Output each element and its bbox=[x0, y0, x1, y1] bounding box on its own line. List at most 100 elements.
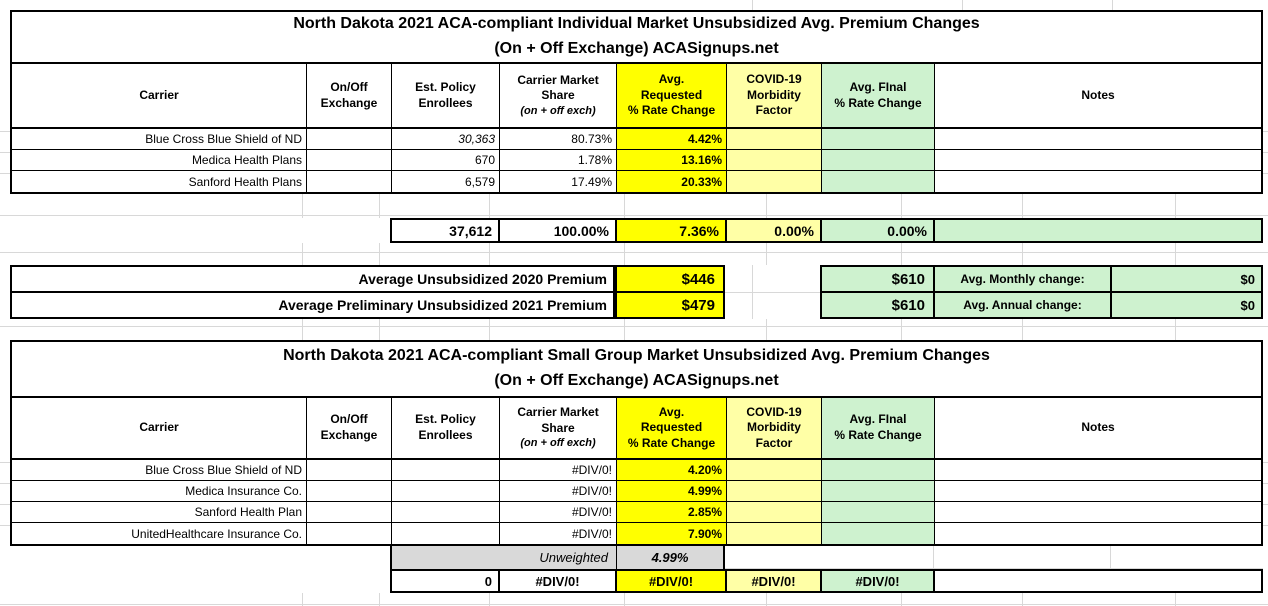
cell-enrollees[interactable] bbox=[392, 481, 500, 501]
cell-onoff-exchange[interactable] bbox=[307, 502, 392, 522]
cell-onoff-exchange[interactable] bbox=[307, 460, 392, 480]
cell-carrier-name[interactable]: Medica Insurance Co. bbox=[12, 481, 307, 501]
cell-enrollees[interactable] bbox=[392, 460, 500, 480]
cell-enrollees[interactable]: 6,579 bbox=[392, 171, 500, 192]
header-avg-final[interactable]: Avg. FInal % Rate Change bbox=[822, 398, 935, 458]
cell-avg-requested[interactable]: 13.16% bbox=[617, 150, 727, 170]
cell-avg-final[interactable] bbox=[822, 523, 935, 544]
total-enrollees[interactable]: 0 bbox=[392, 571, 500, 591]
annual-change-label[interactable]: Avg. Annual change: bbox=[935, 293, 1112, 317]
header-avg-requested[interactable]: Avg. Requested % Rate Change bbox=[617, 398, 727, 458]
gridline bbox=[379, 194, 380, 218]
unweighted-value[interactable]: 4.99% bbox=[617, 546, 723, 569]
header-avg-final[interactable]: Avg. FInal % Rate Change bbox=[822, 64, 935, 127]
cell-avg-requested[interactable]: 7.90% bbox=[617, 523, 727, 544]
cell-avg-final[interactable] bbox=[822, 150, 935, 170]
cell-carrier-name[interactable]: Blue Cross Blue Shield of ND bbox=[12, 129, 307, 149]
cell-avg-final[interactable] bbox=[822, 481, 935, 501]
cell-notes[interactable] bbox=[935, 460, 1261, 480]
cell-carrier-name[interactable]: Medica Health Plans bbox=[12, 150, 307, 170]
cell-avg-final[interactable] bbox=[822, 460, 935, 480]
cell-market-share[interactable]: #DIV/0! bbox=[500, 460, 617, 480]
cell-covid-factor[interactable] bbox=[727, 460, 822, 480]
header-notes[interactable]: Notes bbox=[1081, 420, 1115, 435]
total-notes[interactable] bbox=[935, 571, 1261, 591]
cell-market-share[interactable]: 1.78% bbox=[500, 150, 617, 170]
cell-avg-final[interactable] bbox=[822, 502, 935, 522]
total-covid-factor[interactable]: 0.00% bbox=[727, 220, 822, 241]
cell-avg-requested[interactable]: 4.99% bbox=[617, 481, 727, 501]
premium-2021-value[interactable]: $479 bbox=[617, 293, 723, 317]
cell-onoff-exchange[interactable] bbox=[307, 171, 392, 192]
cell-market-share[interactable]: #DIV/0! bbox=[500, 502, 617, 522]
total-notes[interactable] bbox=[935, 220, 1261, 241]
header-onoff-exchange[interactable]: On/Off Exchange bbox=[307, 64, 392, 127]
cell-enrollees[interactable] bbox=[392, 523, 500, 544]
unweighted-label[interactable]: Unweighted bbox=[392, 546, 617, 569]
cell-carrier-name[interactable]: Sanford Health Plan bbox=[12, 502, 307, 522]
cell-market-share[interactable]: 17.49% bbox=[500, 171, 617, 192]
cell-onoff-exchange[interactable] bbox=[307, 523, 392, 544]
small-group-table-title[interactable]: North Dakota 2021 ACA-compliant Small Gr… bbox=[12, 342, 1261, 398]
cell-onoff-exchange[interactable] bbox=[307, 129, 392, 149]
header-notes[interactable]: Notes bbox=[1081, 87, 1115, 102]
cell-carrier-name[interactable]: Sanford Health Plans bbox=[12, 171, 307, 192]
total-avg-requested[interactable]: 7.36% bbox=[617, 220, 727, 241]
total-market-share[interactable]: 100.00% bbox=[500, 220, 617, 241]
cell-notes[interactable] bbox=[935, 129, 1261, 149]
cell-avg-requested[interactable]: 20.33% bbox=[617, 171, 727, 192]
cell-notes[interactable] bbox=[935, 502, 1261, 522]
cell-covid-factor[interactable] bbox=[727, 481, 822, 501]
cell-covid-factor[interactable] bbox=[727, 150, 822, 170]
cell-covid-factor[interactable] bbox=[727, 502, 822, 522]
cell-covid-factor[interactable] bbox=[727, 129, 822, 149]
total-market-share[interactable]: #DIV/0! bbox=[500, 571, 617, 591]
total-avg-final[interactable]: #DIV/0! bbox=[822, 571, 935, 591]
cell-enrollees[interactable] bbox=[392, 502, 500, 522]
cell-market-share[interactable]: 80.73% bbox=[500, 129, 617, 149]
cell-market-share[interactable]: #DIV/0! bbox=[500, 481, 617, 501]
header-covid-morbidity[interactable]: COVID-19 Morbidity Factor bbox=[727, 64, 822, 127]
header-covid-morbidity[interactable]: COVID-19 Morbidity Factor bbox=[727, 398, 822, 458]
gridline bbox=[0, 483, 10, 484]
cell-covid-factor[interactable] bbox=[727, 523, 822, 544]
header-carrier[interactable]: Carrier bbox=[12, 64, 307, 127]
total-avg-final[interactable]: 0.00% bbox=[822, 220, 935, 241]
header-est-policy-enrollees[interactable]: Est. Policy Enrollees bbox=[392, 64, 500, 127]
individual-table-title[interactable]: North Dakota 2021 ACA-compliant Individu… bbox=[12, 12, 1261, 64]
cell-notes[interactable] bbox=[935, 150, 1261, 170]
cell-notes[interactable] bbox=[935, 171, 1261, 192]
total-enrollees[interactable]: 37,612 bbox=[392, 220, 500, 241]
premium-2020-value[interactable]: $446 bbox=[617, 267, 723, 291]
cell-avg-final[interactable] bbox=[822, 171, 935, 192]
cell-avg-requested[interactable]: 4.42% bbox=[617, 129, 727, 149]
cell-carrier-name[interactable]: UnitedHealthcare Insurance Co. bbox=[12, 523, 307, 544]
header-onoff-exchange[interactable]: On/Off Exchange bbox=[307, 398, 392, 458]
cell-avg-final[interactable] bbox=[822, 129, 935, 149]
premium-2021-label[interactable]: Average Preliminary Unsubsidized 2021 Pr… bbox=[278, 297, 607, 313]
annual-change-value[interactable]: $0 bbox=[1112, 293, 1261, 317]
header-carrier-market-share[interactable]: Carrier Market Share (on + off exch) bbox=[500, 398, 617, 458]
monthly-change-value[interactable]: $0 bbox=[1112, 267, 1261, 291]
total-covid-factor[interactable]: #DIV/0! bbox=[727, 571, 822, 591]
cell-enrollees[interactable]: 670 bbox=[392, 150, 500, 170]
premium-2020-label[interactable]: Average Unsubsidized 2020 Premium bbox=[358, 271, 607, 287]
header-avg-requested[interactable]: Avg. Requested % Rate Change bbox=[617, 64, 727, 127]
header-carrier-market-share[interactable]: Carrier Market Share (on + off exch) bbox=[500, 64, 617, 127]
cell-notes[interactable] bbox=[935, 481, 1261, 501]
monthly-change-label[interactable]: Avg. Monthly change: bbox=[935, 267, 1112, 291]
header-est-policy-enrollees[interactable]: Est. Policy Enrollees bbox=[392, 398, 500, 458]
cell-carrier-name[interactable]: Blue Cross Blue Shield of ND bbox=[12, 460, 307, 480]
final-premium-2020[interactable]: $610 bbox=[822, 267, 935, 291]
cell-enrollees[interactable]: 30,363 bbox=[392, 129, 500, 149]
header-carrier[interactable]: Carrier bbox=[12, 398, 307, 458]
cell-avg-requested[interactable]: 4.20% bbox=[617, 460, 727, 480]
cell-notes[interactable] bbox=[935, 523, 1261, 544]
cell-onoff-exchange[interactable] bbox=[307, 481, 392, 501]
total-avg-requested[interactable]: #DIV/0! bbox=[617, 571, 727, 591]
cell-onoff-exchange[interactable] bbox=[307, 150, 392, 170]
final-premium-2021[interactable]: $610 bbox=[822, 293, 935, 317]
cell-covid-factor[interactable] bbox=[727, 171, 822, 192]
cell-avg-requested[interactable]: 2.85% bbox=[617, 502, 727, 522]
cell-market-share[interactable]: #DIV/0! bbox=[500, 523, 617, 544]
